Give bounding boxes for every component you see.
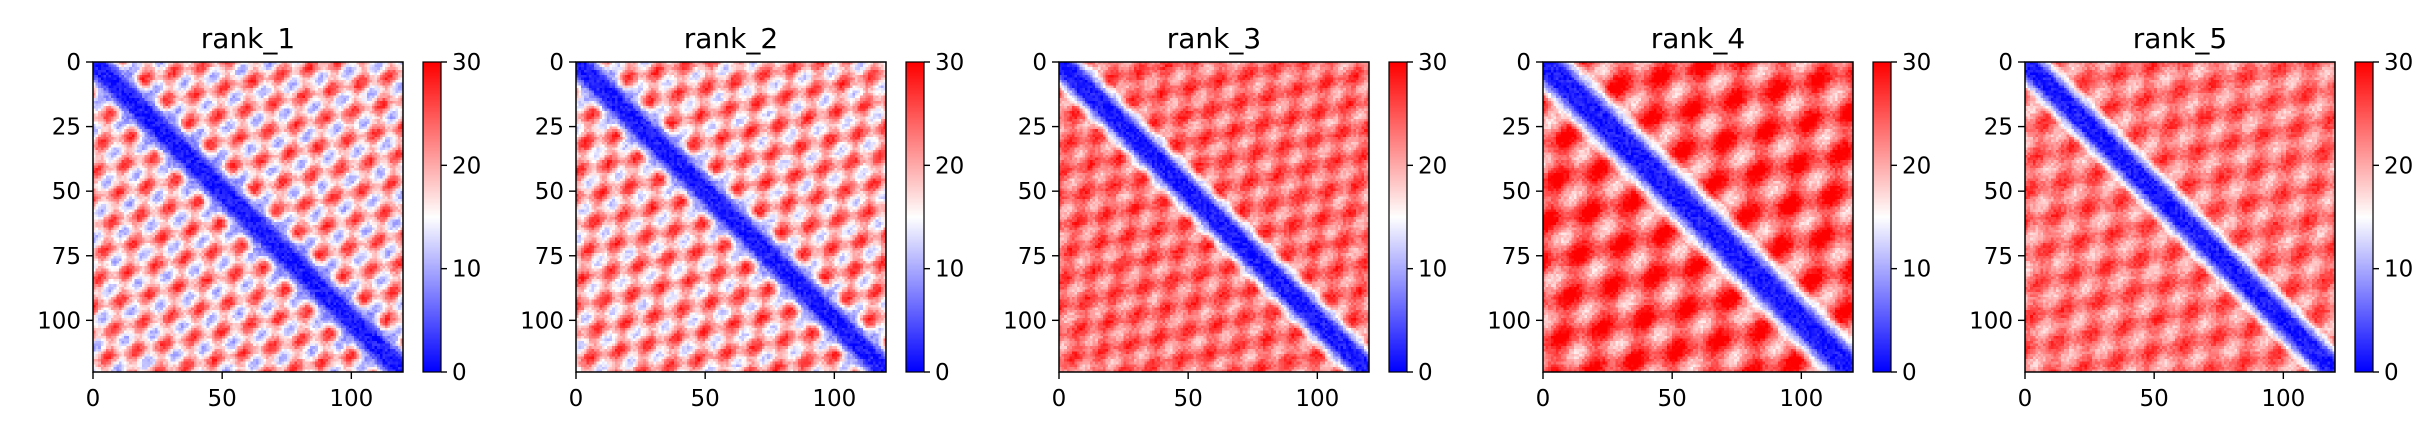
panel-title: rank_1 [201, 22, 295, 55]
heatmap-panel-2: rank_2 0 25 50 75 100 0 50 100 0 10 20 30 [520, 22, 964, 412]
colorbar-gradient [1873, 62, 1891, 372]
colorbar-gradient [423, 62, 441, 372]
x-tick-label: 50 [2140, 386, 2169, 412]
colorbar-frame [2354, 61, 2374, 373]
colorbar-tick-label: 20 [452, 153, 481, 179]
heatmap-panel-1: rank_1 0 25 50 75 100 0 50 100 0 10 20 30 [37, 22, 481, 412]
plot-frame [1058, 61, 1370, 373]
y-tick-label: 50 [535, 179, 564, 205]
colorbar-tick-label: 10 [452, 257, 481, 283]
heatmap-panel-5: rank_5 0 25 50 75 100 0 50 100 0 10 20 30 [1969, 22, 2413, 412]
colorbar-tick-label: 20 [2384, 153, 2413, 179]
colorbar-tick-label: 0 [452, 360, 467, 386]
colorbar-tick-label: 0 [2384, 360, 2399, 386]
colorbar-gradient [2355, 62, 2373, 372]
x-tick-label: 0 [2018, 386, 2033, 412]
x-tick-label: 100 [1779, 386, 1823, 412]
y-tick-label: 100 [37, 308, 81, 334]
colorbar-tick-label: 30 [452, 50, 481, 76]
heatmap-image [2025, 62, 2335, 372]
y-tick-label: 75 [1984, 244, 2013, 270]
y-tick-label: 50 [1502, 179, 1531, 205]
y-tick-label: 100 [520, 308, 564, 334]
colorbar-tick-label: 30 [2384, 50, 2413, 76]
y-tick-label: 0 [1516, 50, 1531, 76]
y-tick-label: 75 [535, 244, 564, 270]
y-tick-label: 100 [1487, 308, 1531, 334]
panel-title: rank_3 [1167, 22, 1261, 55]
y-tick-label: 75 [1502, 244, 1531, 270]
heatmap-panel-3: rank_3 0 25 50 75 100 0 50 100 0 10 20 30 [1003, 22, 1447, 412]
colorbar-tick-label: 0 [1418, 360, 1433, 386]
y-tick-label: 0 [549, 50, 564, 76]
x-tick-label: 100 [2261, 386, 2305, 412]
colorbar-tick-label: 0 [1902, 360, 1917, 386]
colorbar-tick-label: 20 [1902, 153, 1931, 179]
x-tick-label: 50 [691, 386, 720, 412]
x-tick-label: 50 [208, 386, 237, 412]
colorbar-tick-label: 30 [1418, 50, 1447, 76]
y-tick-label: 50 [1018, 179, 1047, 205]
x-tick-label: 0 [569, 386, 584, 412]
x-tick-label: 50 [1174, 386, 1203, 412]
colorbar-frame [905, 61, 925, 373]
y-tick-label: 75 [1018, 244, 1047, 270]
colorbar-tick-label: 10 [2384, 257, 2413, 283]
heatmap-panel-4: rank_4 0 25 50 75 100 0 50 100 0 10 20 30 [1487, 22, 1931, 412]
y-tick-label: 75 [52, 244, 81, 270]
x-tick-label: 100 [812, 386, 856, 412]
y-tick-label: 100 [1969, 308, 2013, 334]
x-tick-label: 100 [329, 386, 373, 412]
y-tick-label: 50 [52, 179, 81, 205]
heatmap-image [576, 62, 886, 372]
x-tick-label: 0 [1536, 386, 1551, 412]
panel-title: rank_2 [684, 22, 778, 55]
panel-title: rank_5 [2133, 22, 2227, 55]
y-tick-label: 100 [1003, 308, 1047, 334]
heatmap-image [93, 62, 403, 372]
panel-title: rank_4 [1651, 22, 1745, 55]
colorbar-tick-label: 30 [935, 50, 964, 76]
colorbar-tick-label: 10 [1902, 257, 1931, 283]
colorbar-tick-label: 30 [1902, 50, 1931, 76]
colorbar-tick-label: 10 [935, 257, 964, 283]
plot-frame [575, 61, 887, 373]
heatmap-image [1543, 62, 1853, 372]
y-tick-label: 25 [1018, 115, 1047, 141]
y-tick-label: 0 [1998, 50, 2013, 76]
y-tick-label: 0 [66, 50, 81, 76]
colorbar-tick-label: 20 [935, 153, 964, 179]
colorbar-tick-label: 20 [1418, 153, 1447, 179]
colorbar-gradient [1389, 62, 1407, 372]
colorbar-frame [1872, 61, 1892, 373]
y-tick-label: 25 [1984, 115, 2013, 141]
y-tick-label: 25 [1502, 115, 1531, 141]
y-tick-label: 25 [52, 115, 81, 141]
colorbar-gradient [906, 62, 924, 372]
x-tick-label: 50 [1658, 386, 1687, 412]
plot-frame [2024, 61, 2336, 373]
plot-frame [1542, 61, 1854, 373]
y-tick-label: 0 [1032, 50, 1047, 76]
plot-frame [92, 61, 404, 373]
colorbar-tick-label: 0 [935, 360, 950, 386]
colorbar-frame [1388, 61, 1408, 373]
x-tick-label: 100 [1295, 386, 1339, 412]
heatmap-image [1059, 62, 1369, 372]
y-tick-label: 25 [535, 115, 564, 141]
x-tick-label: 0 [86, 386, 101, 412]
colorbar-tick-label: 10 [1418, 257, 1447, 283]
x-tick-label: 0 [1052, 386, 1067, 412]
colorbar-frame [422, 61, 442, 373]
y-tick-label: 50 [1984, 179, 2013, 205]
